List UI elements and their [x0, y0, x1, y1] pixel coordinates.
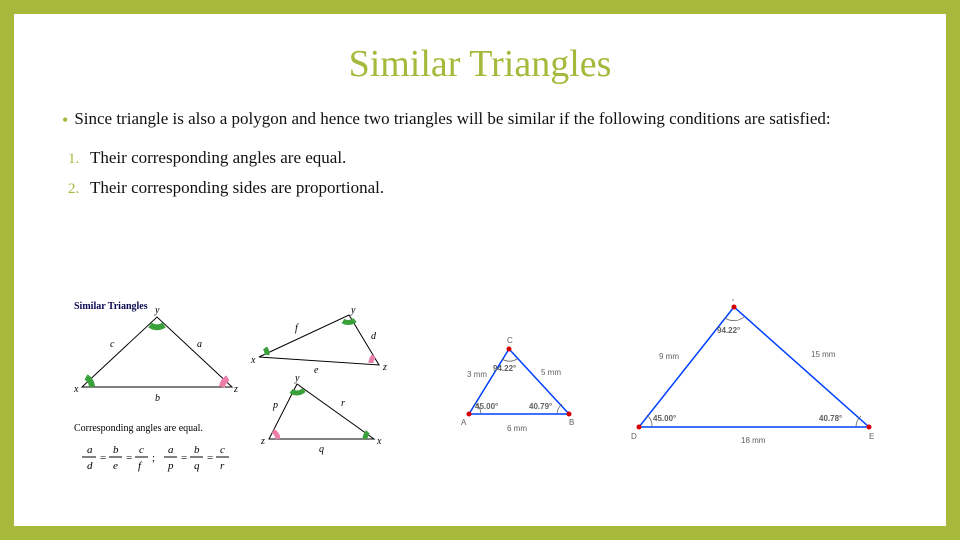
tri-def: D E F 9 mm 15 mm 18 mm 94.22° 45.00° 40.…: [631, 299, 874, 445]
svg-text:r: r: [341, 398, 345, 409]
page-title: Similar Triangles: [14, 42, 946, 86]
svg-text:E: E: [869, 432, 874, 441]
svg-text:b: b: [194, 444, 200, 456]
svg-text:y: y: [350, 305, 356, 316]
list-item-1: 1. Their corresponding angles are equal.: [68, 148, 898, 168]
svg-text:5 mm: 5 mm: [541, 368, 561, 377]
svg-text:f: f: [138, 460, 143, 472]
fig1-tri1: x y z c a b: [74, 305, 238, 404]
intro-bullet: • Since triangle is also a polygon and h…: [62, 108, 898, 132]
list-num-1: 1.: [68, 151, 90, 168]
svg-text:=: =: [181, 452, 187, 464]
svg-text:x: x: [74, 384, 79, 395]
svg-text:94.22°: 94.22°: [493, 364, 516, 373]
list-text-2: Their corresponding sides are proportion…: [90, 178, 384, 198]
svg-text:e: e: [314, 365, 319, 376]
svg-text:F: F: [732, 299, 737, 303]
fig1-tri2: x y z f d e: [250, 305, 387, 376]
svg-text:=: =: [100, 452, 106, 464]
svg-text:3 mm: 3 mm: [467, 370, 487, 379]
bullet-icon: •: [62, 108, 68, 132]
svg-text:c: c: [139, 444, 144, 456]
svg-text:y: y: [154, 305, 160, 316]
svg-text:=: =: [207, 452, 213, 464]
svg-text:A: A: [461, 418, 467, 427]
svg-text:a: a: [168, 444, 174, 456]
svg-text:D: D: [631, 432, 637, 441]
svg-text:45.00°: 45.00°: [475, 402, 498, 411]
svg-text:f: f: [295, 323, 299, 334]
svg-text:z: z: [260, 436, 265, 447]
svg-text:q: q: [194, 460, 200, 472]
svg-text:;: ;: [152, 452, 155, 464]
content-block: • Since triangle is also a polygon and h…: [14, 108, 946, 198]
svg-text:9 mm: 9 mm: [659, 352, 679, 361]
svg-text:c: c: [220, 444, 225, 456]
svg-text:d: d: [87, 460, 93, 472]
svg-text:a: a: [87, 444, 93, 456]
svg-text:p: p: [272, 400, 278, 411]
svg-text:z: z: [233, 384, 238, 395]
svg-text:e: e: [113, 460, 118, 472]
figure1-group: Similar Triangles x y z c a b x y z f d: [74, 301, 387, 472]
figure2-group: A B C 3 mm 5 mm 6 mm 94.22° 45.00° 40.79…: [461, 299, 874, 445]
tri-abc: A B C 3 mm 5 mm 6 mm 94.22° 45.00° 40.79…: [461, 336, 574, 433]
svg-text:r: r: [220, 460, 225, 472]
list-num-2: 2.: [68, 181, 90, 198]
svg-text:=: =: [126, 452, 132, 464]
figures-svg: Similar Triangles x y z c a b x y z f d: [74, 299, 914, 519]
svg-text:p: p: [167, 460, 174, 472]
fig1-ratio: a d = b e = c f ; a p = b q = c r: [82, 444, 229, 472]
svg-text:45.00°: 45.00°: [653, 414, 676, 423]
svg-text:15 mm: 15 mm: [811, 350, 836, 359]
svg-text:a: a: [197, 339, 202, 350]
svg-text:d: d: [371, 331, 377, 342]
figures-area: Similar Triangles x y z c a b x y z f d: [74, 299, 914, 519]
svg-text:q: q: [319, 444, 324, 455]
svg-text:B: B: [569, 418, 574, 427]
svg-text:94.22°: 94.22°: [717, 326, 740, 335]
svg-text:x: x: [250, 355, 256, 366]
svg-text:40.78°: 40.78°: [819, 414, 842, 423]
svg-text:18 mm: 18 mm: [741, 436, 766, 445]
fig1-heading: Similar Triangles: [74, 301, 148, 312]
svg-text:y: y: [294, 373, 300, 384]
svg-text:x: x: [376, 436, 382, 447]
svg-text:40.79°: 40.79°: [529, 402, 552, 411]
svg-text:b: b: [113, 444, 119, 456]
svg-text:b: b: [155, 393, 160, 404]
svg-text:z: z: [382, 362, 387, 373]
intro-text: Since triangle is also a polygon and hen…: [74, 108, 830, 131]
list-text-1: Their corresponding angles are equal.: [90, 148, 346, 168]
fig1-tri3: y z x p r q: [260, 373, 382, 455]
list-item-2: 2. Their corresponding sides are proport…: [68, 178, 898, 198]
svg-text:c: c: [110, 339, 115, 350]
svg-text:C: C: [507, 336, 513, 345]
fig1-corr: Corresponding angles are equal.: [74, 423, 203, 434]
svg-text:6 mm: 6 mm: [507, 424, 527, 433]
